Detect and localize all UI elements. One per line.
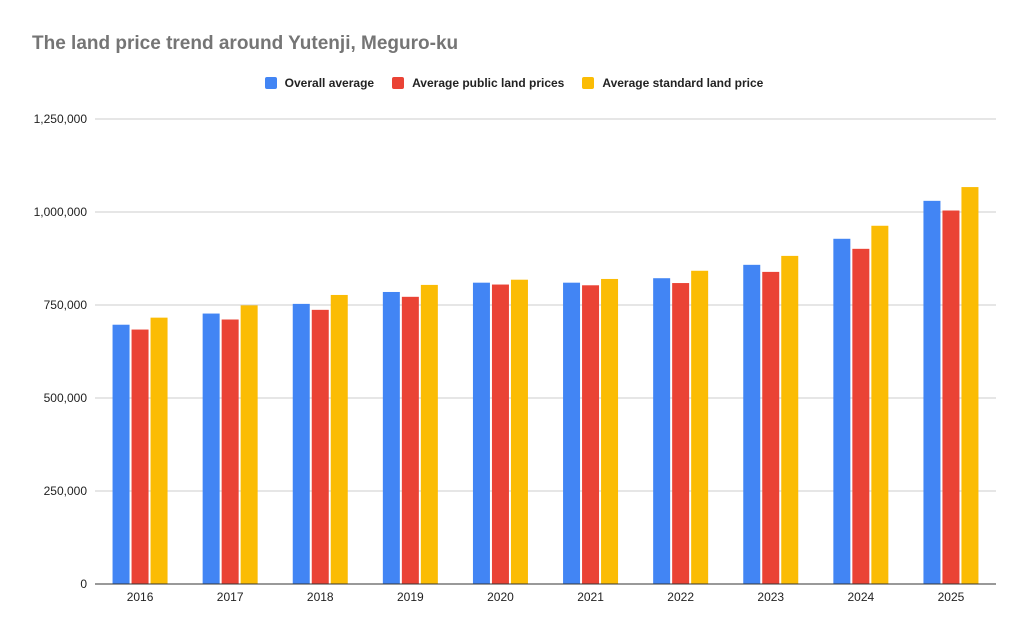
bar	[131, 329, 149, 584]
bar	[582, 285, 600, 584]
chart-title: The land price trend around Yutenji, Meg…	[32, 33, 459, 54]
legend-swatch-average-public-land-prices	[392, 77, 405, 89]
x-tick-label: 2018	[307, 590, 334, 604]
bar	[240, 305, 258, 584]
bar	[691, 270, 709, 584]
x-tick-label: 2023	[757, 590, 784, 604]
x-tick-label: 2017	[217, 590, 244, 604]
bar	[150, 317, 168, 584]
bar	[743, 264, 761, 584]
bar	[311, 309, 329, 584]
x-tick-label: 2024	[847, 590, 874, 604]
bar	[202, 313, 220, 584]
legend-label-average-standard-land-price: Average standard land price	[602, 76, 764, 90]
y-tick-label: 750,000	[44, 298, 88, 312]
bar	[923, 200, 941, 584]
legend-item-overall-average: Overall average	[264, 76, 375, 90]
bar	[382, 291, 400, 584]
legend: Overall average Average public land pric…	[0, 76, 1028, 90]
bar	[112, 324, 130, 584]
bar	[401, 296, 419, 584]
bar	[491, 284, 509, 584]
legend-item-average-standard-land-price: Average standard land price	[582, 76, 763, 90]
bar	[833, 238, 851, 584]
bar	[472, 282, 490, 584]
bar	[221, 319, 239, 584]
bar	[601, 278, 619, 584]
x-tick-label: 2020	[487, 590, 514, 604]
bar	[510, 279, 528, 584]
bar	[961, 187, 979, 585]
legend-swatch-average-standard-land-price	[582, 77, 595, 89]
x-tick-label: 2021	[577, 590, 604, 604]
bar	[942, 210, 960, 584]
legend-swatch-overall-average	[264, 77, 277, 89]
bar	[563, 282, 581, 584]
bar	[420, 284, 438, 584]
bar	[330, 294, 348, 584]
bar	[672, 283, 690, 584]
x-tick-label: 2016	[127, 590, 154, 604]
x-tick-label: 2022	[667, 590, 694, 604]
bar	[653, 278, 671, 584]
y-tick-label: 1,250,000	[34, 112, 88, 126]
y-tick-label: 0	[80, 577, 87, 591]
y-tick-label: 500,000	[44, 391, 88, 405]
bar	[852, 248, 870, 584]
y-tick-label: 250,000	[44, 484, 88, 498]
bar	[762, 271, 780, 584]
x-tick-label: 2019	[397, 590, 424, 604]
bar	[871, 225, 889, 584]
bar	[292, 303, 310, 584]
legend-label-overall-average: Overall average	[284, 76, 375, 90]
legend-item-average-public-land-prices: Average public land prices	[392, 76, 564, 90]
bar	[781, 255, 799, 584]
legend-label-average-public-land-prices: Average public land prices	[412, 76, 565, 90]
y-tick-label: 1,000,000	[34, 205, 88, 219]
x-tick-label: 2025	[938, 590, 965, 604]
